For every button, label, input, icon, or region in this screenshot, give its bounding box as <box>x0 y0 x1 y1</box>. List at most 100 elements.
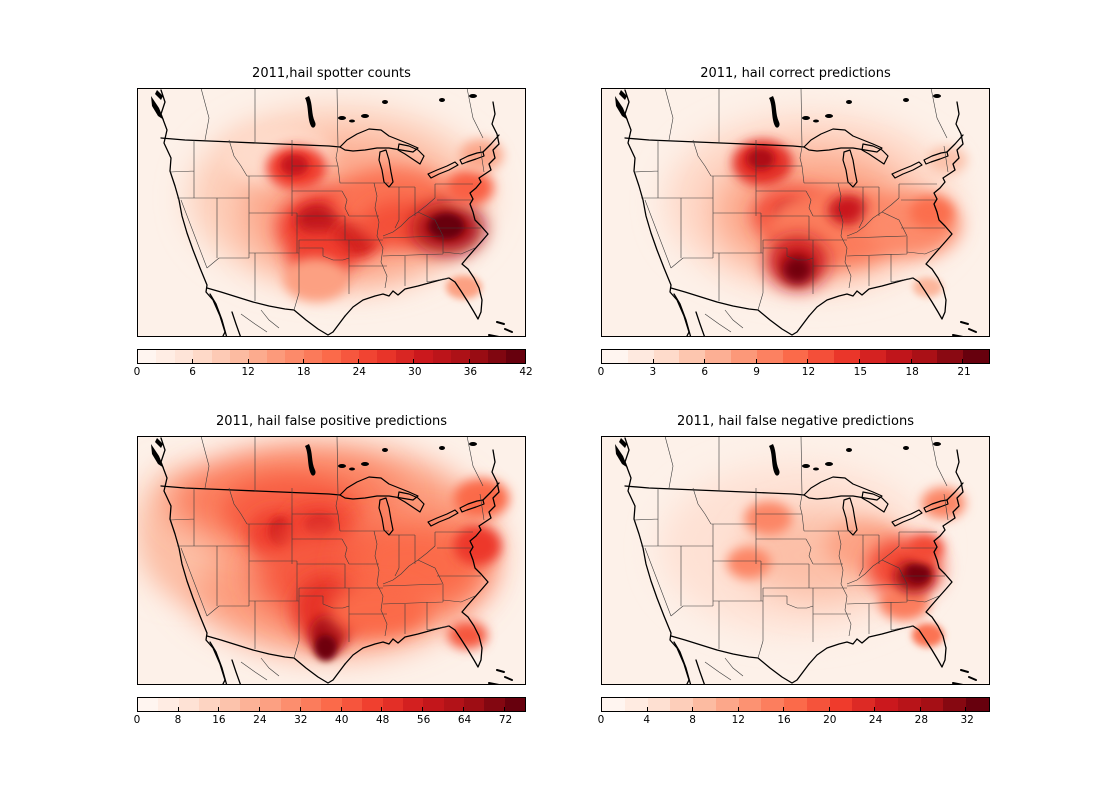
map-frame <box>601 436 990 685</box>
colorbar-tick-label: 18 <box>297 366 311 378</box>
colorbar-tick <box>704 359 706 363</box>
colorbar <box>601 697 990 712</box>
colorbar-segment <box>423 698 444 711</box>
colorbar-segment <box>382 698 403 711</box>
heat-blob <box>746 148 775 170</box>
colorbar-tick-label: 36 <box>463 366 478 378</box>
colorbar-tick <box>737 707 739 711</box>
colorbar <box>137 697 526 712</box>
colorbar-tick <box>962 359 964 363</box>
colorbar-segment <box>199 698 220 711</box>
colorbar-tick-label: 6 <box>701 366 709 378</box>
colorbar-segment <box>504 698 526 711</box>
colorbar-segment <box>966 698 990 711</box>
colorbar-tick <box>192 359 194 363</box>
colorbar-segment <box>834 350 860 363</box>
panel-hail-correct-predictions: 2011, hail correct predictions 0 3 6 9 12 15 1… <box>598 52 990 397</box>
us-heatmap <box>137 436 526 685</box>
colorbar-tick-labels: 0 4 8 12 16 20 24 28 32 <box>598 714 990 730</box>
colorbar-segment <box>484 698 505 711</box>
colorbar-segment <box>340 350 360 363</box>
colorbar-tick <box>919 707 921 711</box>
colorbar-segment <box>627 350 654 363</box>
map-frame <box>601 88 990 337</box>
colorbar-segment <box>451 350 470 363</box>
heat-blob <box>927 146 968 175</box>
colorbar-segment <box>260 698 281 711</box>
map-frame <box>137 436 526 685</box>
colorbar-segment <box>756 350 783 363</box>
colorbar-tick-label: 42 <box>519 366 533 378</box>
colorbar-segment <box>377 350 396 363</box>
colorbar-tick-label: 3 <box>649 366 657 378</box>
colorbar-segment <box>624 698 648 711</box>
colorbar-tick-label: 20 <box>823 714 837 726</box>
colorbar-tick <box>965 707 967 711</box>
us-heatmap <box>601 88 990 337</box>
colorbar-tick <box>828 707 830 711</box>
colorbar-tick-label: 0 <box>133 366 141 378</box>
colorbar-segment <box>158 698 179 711</box>
colorbar-tick-label: 18 <box>905 366 919 378</box>
panel-hail-false-positive-predictions: 2011, hail false positive predictions 0 8… <box>134 400 526 745</box>
colorbar-tick <box>177 707 179 711</box>
colorbar-segment <box>321 698 342 711</box>
colorbar-tick-label: 56 <box>416 714 431 726</box>
colorbar-tick <box>302 359 304 363</box>
colorbar-segment <box>859 350 886 363</box>
colorbar-segment <box>156 350 175 363</box>
colorbar-segment <box>602 698 625 711</box>
colorbar-segment <box>230 350 249 363</box>
colorbar-segment <box>705 350 731 363</box>
colorbar-segment <box>303 350 323 363</box>
colorbar-segment <box>280 698 301 711</box>
colorbar-segment <box>784 698 807 711</box>
colorbar <box>601 349 990 364</box>
colorbar <box>137 349 526 364</box>
heat-blob <box>909 196 954 229</box>
colorbar-segment <box>885 350 912 363</box>
colorbar-tick-label: 24 <box>868 714 883 726</box>
colorbar-tick <box>874 707 876 711</box>
colorbar-segment <box>653 350 680 363</box>
colorbar-tick-label: 12 <box>731 714 745 726</box>
colorbar-tick-label: 64 <box>457 714 472 726</box>
colorbar-segment <box>211 350 231 363</box>
colorbar-segment <box>738 698 762 711</box>
colorbar-segment <box>414 350 433 363</box>
colorbar-tick-label: 12 <box>241 366 255 378</box>
colorbar-tick <box>340 707 342 711</box>
colorbar-tick <box>652 359 654 363</box>
colorbar-tick-labels: 0 3 6 9 12 15 18 21 <box>598 366 990 382</box>
colorbar-segment <box>488 350 507 363</box>
colorbar-segment <box>469 350 489 363</box>
colorbar-tick <box>247 359 249 363</box>
colorbar-segment <box>341 698 363 711</box>
colorbar-segment <box>193 350 212 363</box>
panel-hail-spotter-counts: 2011,hail spotter counts 0 6 12 18 24 30 36 42 <box>133 52 533 397</box>
colorbar-tick <box>859 359 860 363</box>
heat-blob <box>912 277 943 298</box>
panel-hail-false-negative-predictions: 2011, hail false negative predictions 0 4… <box>598 400 990 745</box>
colorbar-tick-label: 40 <box>335 714 349 726</box>
colorbar-tick-label: 48 <box>376 714 390 726</box>
colorbar-segment <box>402 698 424 711</box>
colorbar-segment <box>761 698 785 711</box>
map-frame <box>137 88 526 337</box>
heat-blob <box>906 563 930 583</box>
colorbar-segment <box>301 698 322 711</box>
colorbar-segment <box>808 350 835 363</box>
panel-title: 2011, hail false positive predictions <box>215 414 448 429</box>
colorbar-segment <box>602 350 628 363</box>
colorbar-segment <box>359 350 378 363</box>
colorbar-tick-label: 12 <box>801 366 816 378</box>
colorbar-segment <box>432 350 452 363</box>
colorbar-segment <box>285 350 304 363</box>
colorbar-segment <box>943 698 967 711</box>
colorbar-segment <box>679 350 706 363</box>
colorbar-tick-label: 16 <box>777 714 791 726</box>
colorbar-tick-label: 15 <box>853 366 868 378</box>
heat-blob <box>453 525 502 566</box>
colorbar-segment <box>670 698 694 711</box>
